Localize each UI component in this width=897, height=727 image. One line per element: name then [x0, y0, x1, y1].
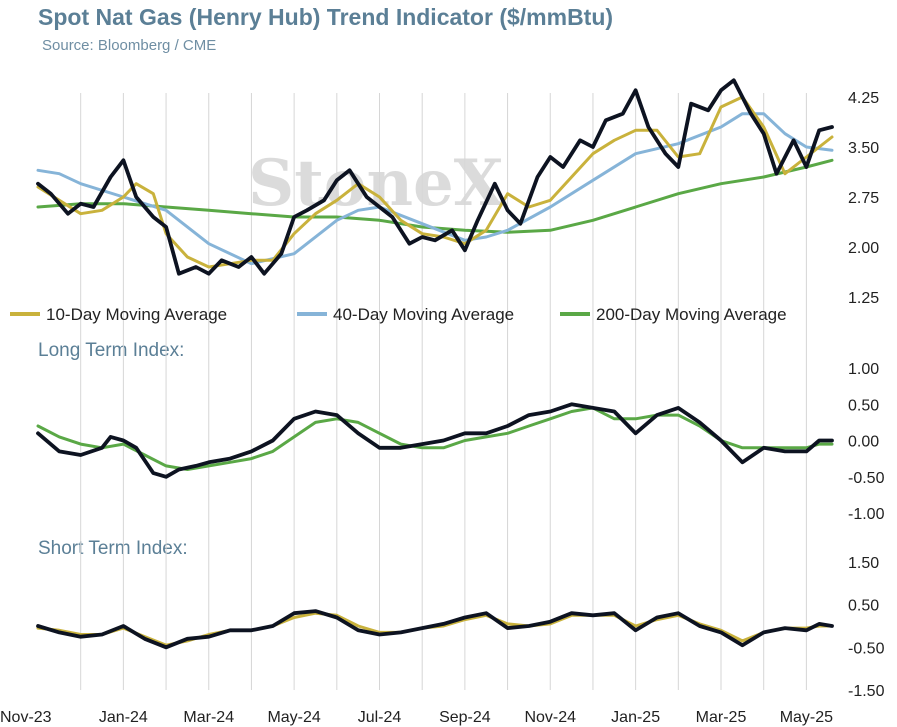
price-panel-y-tick: 3.50 [848, 140, 879, 157]
x-axis-label: Mar-24 [183, 709, 234, 726]
short-term-panel-y-tick: 1.50 [848, 555, 879, 572]
x-axis-label: Nov-23 [0, 709, 52, 726]
legend-label: 40-Day Moving Average [333, 305, 514, 324]
short-term-panel-y-tick: 0.50 [848, 598, 879, 615]
long-term-panel-price-line [36, 402, 834, 479]
price-panel-price-line [36, 78, 834, 276]
price-panel-ma10-line [36, 95, 834, 269]
price-panel-y-tick: 2.75 [848, 190, 879, 207]
price-panel-y-tick: 2.00 [848, 240, 879, 257]
x-axis-label: Nov-24 [524, 709, 576, 726]
price-panel-y-tick: 1.25 [848, 290, 879, 307]
x-axis-label: Jan-25 [611, 709, 660, 726]
short-term-panel-y-tick: -0.50 [848, 640, 885, 657]
x-axis-label: Jul-24 [358, 709, 402, 726]
x-axis-label: May-24 [267, 709, 320, 726]
long-term-index-title: Long Term Index: [38, 340, 185, 361]
chart-title: Spot Nat Gas (Henry Hub) Trend Indicator… [38, 4, 614, 30]
price-panel-ma40-line [36, 112, 834, 266]
short-term-panel-y-tick: -1.50 [848, 683, 885, 700]
x-axis-label: Mar-25 [696, 709, 747, 726]
legend-label: 10-Day Moving Average [46, 305, 227, 324]
long-term-panel-y-tick: -0.50 [848, 470, 885, 487]
long-term-panel-y-tick: 1.00 [848, 361, 879, 378]
x-axis-label: Jan-24 [99, 709, 148, 726]
chart-source: Source: Bloomberg / CME [42, 37, 217, 54]
long-term-panel-y-tick: -1.00 [848, 506, 885, 523]
price-panel-y-tick: 4.25 [848, 90, 879, 107]
short-term-panel-price-line [36, 609, 834, 650]
legend-label: 200-Day Moving Average [596, 305, 787, 324]
long-term-panel-y-tick: 0.50 [848, 397, 879, 414]
long-term-panel-ma200-line [36, 406, 834, 471]
x-axis-label: Sep-24 [439, 709, 491, 726]
price-panel-ma200-line [36, 158, 834, 234]
x-axis-label: May-25 [780, 709, 833, 726]
long-term-panel-y-tick: 0.00 [848, 434, 879, 451]
short-term-index-title: Short Term Index: [38, 538, 188, 559]
